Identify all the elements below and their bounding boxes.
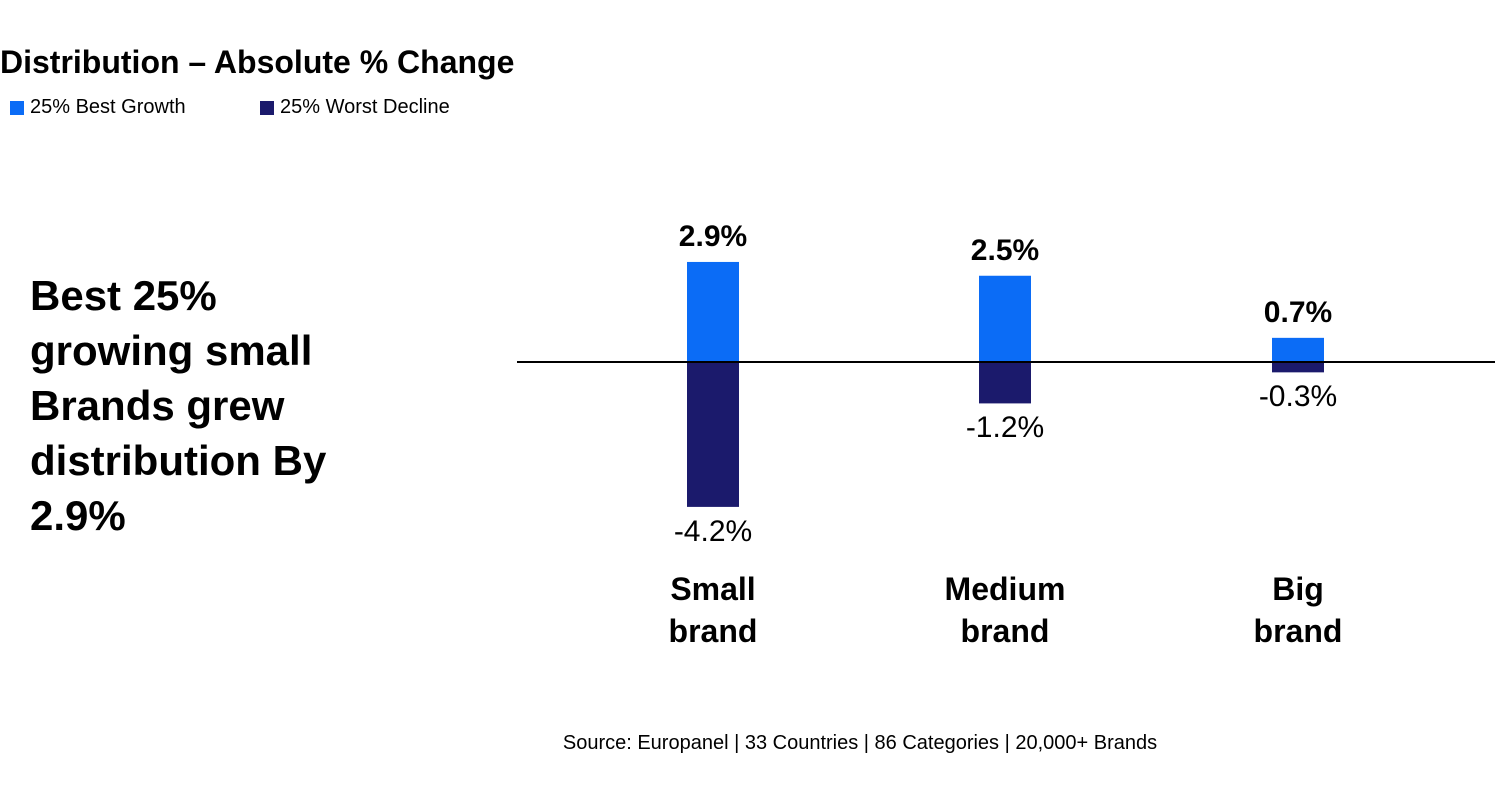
data-label: -0.3% — [1258, 380, 1338, 414]
bar — [979, 275, 1031, 362]
source-note: Source: Europanel | 33 Countries | 86 Ca… — [562, 732, 1158, 754]
legend-label: 25% Best Growth — [30, 96, 186, 118]
data-label: 2.5% — [970, 233, 1040, 267]
x-tick-label: Big brand — [1253, 571, 1343, 649]
data-label: 0.7% — [1263, 295, 1333, 329]
bar — [687, 261, 739, 362]
chart-title: Distribution – Absolute % Change — [0, 44, 515, 80]
legend-swatch — [10, 100, 24, 115]
legend-label: 25% Worst Decline — [280, 96, 450, 118]
bar — [1272, 337, 1324, 362]
bar — [1272, 362, 1324, 373]
legend-item: 25% Best Growth — [10, 96, 186, 119]
x-tick-label: Medium brand — [944, 571, 1066, 649]
data-label: 2.9% — [678, 219, 748, 253]
x-tick-label: Small brand — [668, 571, 758, 649]
bar — [979, 362, 1031, 404]
legend-swatch — [260, 100, 274, 115]
data-label: -1.2% — [965, 411, 1045, 445]
legend-item: 25% Worst Decline — [260, 96, 450, 119]
bar — [687, 362, 739, 507]
annotation: Best 25% growing small Brands grew distr… — [30, 272, 327, 539]
data-label: -4.2% — [673, 514, 753, 548]
